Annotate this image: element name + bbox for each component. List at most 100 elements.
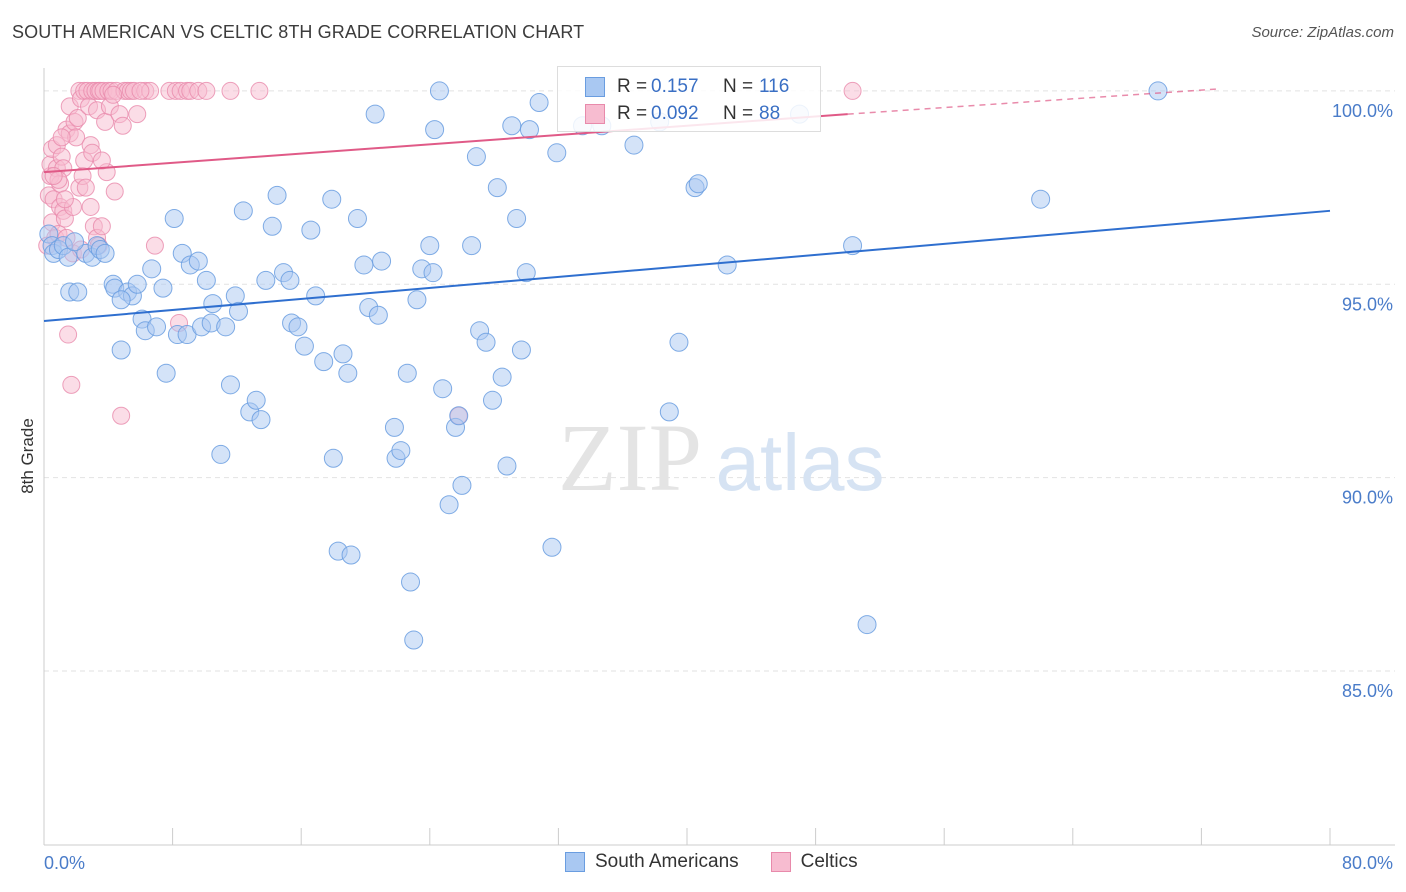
celtics-point — [92, 151, 111, 170]
south-americans-point — [306, 286, 326, 306]
south-americans-point — [1031, 189, 1051, 209]
south-americans-point — [519, 120, 539, 140]
south-americans-point — [624, 135, 644, 155]
south-americans-point — [211, 444, 231, 464]
south-americans-point — [529, 93, 549, 113]
south-americans-point — [476, 332, 496, 352]
chart-title: SOUTH AMERICAN VS CELTIC 8TH GRADE CORRE… — [12, 22, 585, 42]
south-americans-point — [857, 615, 877, 635]
south-americans-point — [669, 332, 689, 352]
celtics-point — [76, 178, 95, 197]
y-tick-label: 90.0% — [1342, 488, 1393, 508]
south-americans-point — [449, 406, 469, 426]
series-legend: South Americans Celtics — [565, 851, 890, 873]
south-americans-point — [391, 441, 411, 461]
south-americans-point — [365, 104, 385, 124]
south-americans-point — [164, 209, 184, 229]
source-label: Source: ZipAtlas.com — [1251, 24, 1394, 41]
celtics-point — [105, 182, 124, 201]
south-americans-point — [142, 259, 162, 279]
south-americans-point — [68, 282, 88, 302]
y-tick-label: 85.0% — [1342, 681, 1393, 701]
legend-item-south-americans[interactable]: South Americans — [565, 851, 739, 873]
south-americans-point — [233, 201, 253, 221]
celtics-point — [68, 109, 87, 128]
south-americans-point — [462, 236, 482, 256]
south-americans-point — [1148, 81, 1168, 101]
south-americans-point — [507, 209, 527, 229]
south-americans-point — [547, 143, 567, 163]
south-americans-point — [153, 278, 173, 298]
south-americans-point — [492, 367, 512, 387]
y-tick-label: 95.0% — [1342, 294, 1393, 314]
celtics-point — [221, 81, 240, 100]
south-americans-point — [156, 363, 176, 383]
y-tick-label: 100.0% — [1332, 101, 1393, 121]
south-americans-point — [338, 363, 358, 383]
legend-n-label: N = — [723, 76, 754, 97]
y-axis-label: 8th Grade — [18, 418, 37, 494]
south-americans-point — [439, 495, 459, 515]
south-americans-point — [111, 290, 131, 310]
celtics-point — [59, 325, 78, 344]
south-americans-point — [333, 344, 353, 364]
legend-n-value: 116 — [759, 76, 790, 97]
south-americans-point — [288, 317, 308, 337]
correlation-legend: R = 0.157 N = 116 R = 0.092 N = 88 — [557, 66, 821, 132]
south-americans-point — [425, 120, 445, 140]
celtics-trend-extension — [847, 88, 1218, 115]
south-americans-point — [203, 294, 223, 314]
south-americans-point — [401, 572, 421, 592]
legend-n-value: 88 — [759, 103, 781, 124]
watermark: ZIP atlas — [558, 404, 884, 511]
south-americans-point — [516, 263, 536, 283]
axes — [43, 68, 1395, 846]
south-americans-point — [452, 475, 472, 495]
south-americans-point — [188, 251, 208, 271]
south-americans-point — [216, 317, 236, 337]
south-americans-point — [466, 147, 486, 167]
celtics-point — [52, 128, 71, 147]
south-americans-point — [262, 216, 282, 236]
south-americans-point — [354, 255, 374, 275]
south-americans-point — [322, 189, 342, 209]
legend-swatch-blue — [585, 77, 605, 97]
legend-item-celtics[interactable]: Celtics — [770, 851, 858, 873]
south-americans-point — [341, 545, 361, 565]
south-americans-point — [314, 352, 334, 372]
south-americans-point — [111, 340, 131, 360]
legend-r-value: 0.157 — [651, 76, 699, 97]
celtics-point — [62, 375, 81, 394]
south-americans-trend-line — [43, 209, 1331, 323]
south-americans-point — [542, 537, 562, 557]
celtics-point — [128, 105, 147, 124]
south-americans-point — [256, 270, 276, 290]
celtics-point — [92, 217, 111, 236]
legend-r-value: 0.092 — [651, 103, 699, 124]
celtics-point — [55, 190, 74, 209]
legend-n-label: N = — [723, 103, 754, 124]
celtics-point — [145, 236, 164, 255]
south-americans-point — [95, 243, 115, 263]
south-americans-point — [843, 236, 863, 256]
south-americans-point — [251, 410, 271, 430]
south-americans-point — [502, 116, 522, 136]
legend-row-south-americans: R = 0.157 N = 116 — [558, 73, 789, 101]
south-americans-point — [404, 630, 424, 650]
legend-r-label: R = — [617, 103, 648, 124]
south-americans-point — [147, 317, 167, 337]
south-americans-point — [196, 270, 216, 290]
celtics-point — [197, 81, 216, 100]
south-americans-point — [487, 178, 507, 198]
celtics-point — [843, 81, 862, 100]
legend-label: South Americans — [595, 851, 739, 872]
south-americans-point — [407, 290, 427, 310]
south-americans-point — [482, 390, 502, 410]
south-americans-point — [497, 456, 517, 476]
legend-swatch-pink — [770, 852, 791, 872]
celtics-point — [112, 406, 131, 425]
south-americans-point — [323, 448, 343, 468]
south-americans-point — [368, 305, 388, 325]
x-tick-label: 0.0% — [44, 853, 85, 873]
south-americans-point — [127, 274, 147, 294]
